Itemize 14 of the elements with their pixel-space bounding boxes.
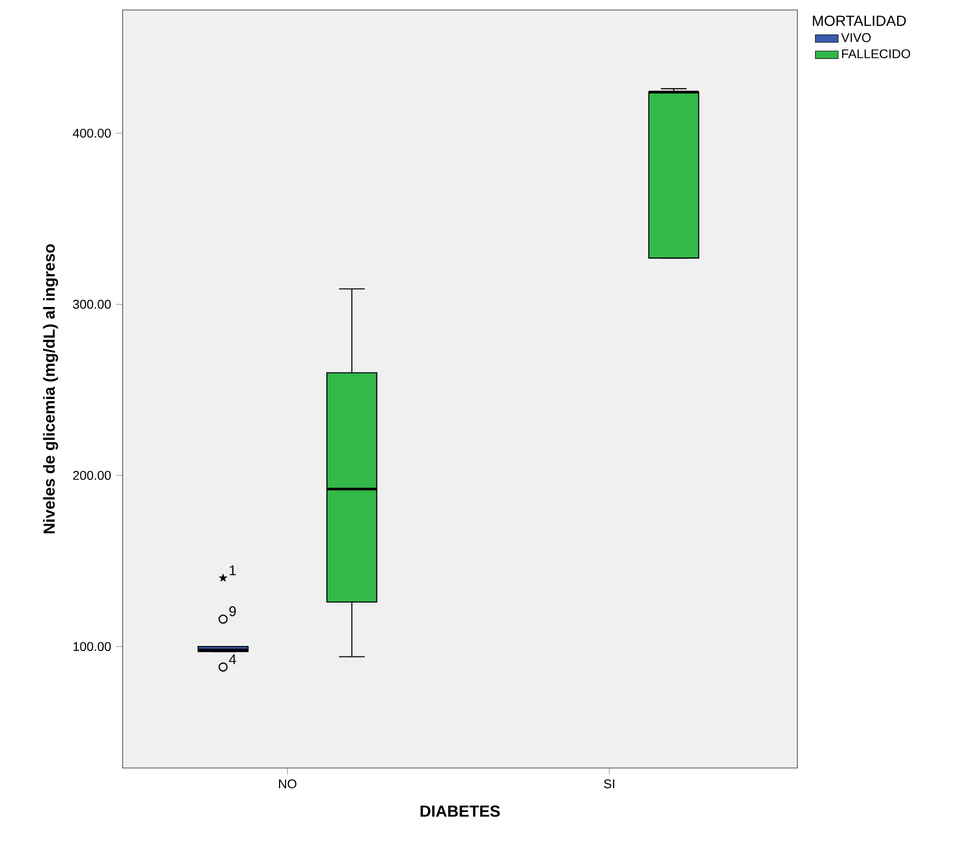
y-tick-label: 100.00 [74, 642, 111, 651]
x-tick-label: SI [604, 779, 614, 788]
legend-label: FALLECIDO [842, 49, 910, 58]
y-tick-label: 300.00 [73, 300, 111, 309]
annotation: 9 [229, 606, 236, 616]
y-axis-title: Niveles de glicemia (mg/dL) al ingreso [43, 244, 58, 534]
y-tick-label: 400.00 [72, 128, 111, 138]
y-tick-label: 200.00 [73, 470, 111, 480]
x-axis-title: DIABETES [420, 805, 500, 817]
annotation: 1 [230, 566, 236, 576]
legend-label: VIVO [841, 33, 871, 42]
legend-title: MORTALIDAD [812, 16, 906, 26]
annotation: 4 [229, 654, 236, 664]
x-tick-label: NO [279, 779, 296, 788]
